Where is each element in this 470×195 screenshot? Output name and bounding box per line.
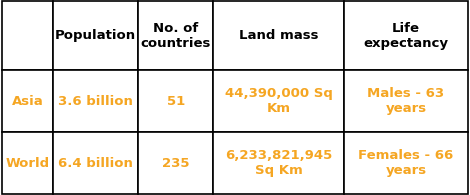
Bar xyxy=(53,132,138,194)
Text: 51: 51 xyxy=(166,95,185,108)
Bar xyxy=(344,70,468,132)
Bar xyxy=(213,70,344,132)
Text: 6,233,821,945
Sq Km: 6,233,821,945 Sq Km xyxy=(225,149,332,177)
Text: Life
expectancy: Life expectancy xyxy=(363,22,448,50)
Bar xyxy=(213,1,344,70)
Text: World: World xyxy=(6,157,50,170)
Text: 44,390,000 Sq
Km: 44,390,000 Sq Km xyxy=(225,87,333,115)
Bar xyxy=(2,132,53,194)
Text: No. of
countries: No. of countries xyxy=(141,22,211,50)
Bar xyxy=(344,1,468,70)
Bar xyxy=(53,70,138,132)
Bar xyxy=(138,132,213,194)
Text: Land mass: Land mass xyxy=(239,29,318,42)
Bar xyxy=(213,132,344,194)
Bar xyxy=(344,132,468,194)
Bar xyxy=(53,1,138,70)
Text: 235: 235 xyxy=(162,157,189,170)
Text: Population: Population xyxy=(55,29,136,42)
Bar xyxy=(2,1,53,70)
Text: Asia: Asia xyxy=(12,95,44,108)
Text: 3.6 billion: 3.6 billion xyxy=(58,95,133,108)
Text: 6.4 billion: 6.4 billion xyxy=(58,157,133,170)
Text: Males - 63
years: Males - 63 years xyxy=(367,87,445,115)
Bar xyxy=(2,70,53,132)
Bar xyxy=(138,1,213,70)
Text: Females - 66
years: Females - 66 years xyxy=(358,149,454,177)
Bar xyxy=(138,70,213,132)
